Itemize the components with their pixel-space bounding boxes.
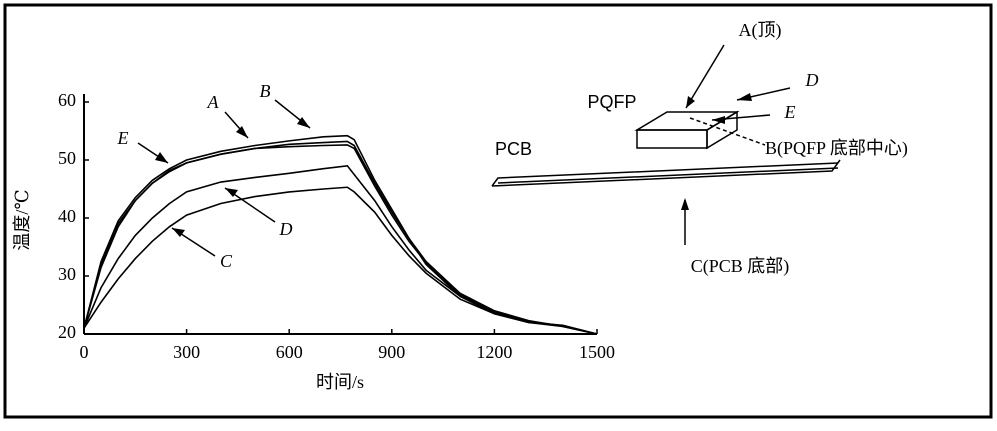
y-tick-label: 60: [58, 90, 76, 110]
arrow-heads: [155, 117, 310, 237]
y-tick-label: 20: [58, 322, 76, 342]
diagram-label: E: [784, 102, 796, 122]
frame: [3, 3, 993, 419]
diagram-label: D: [805, 70, 819, 90]
series-line: [83, 144, 598, 335]
x-tick-label: 0: [80, 342, 89, 362]
x-tick-label: 300: [173, 342, 200, 362]
diagram-label: C(PCB 底部): [691, 256, 790, 277]
series-line: [83, 186, 598, 335]
x-axis-label: 时间/s: [316, 372, 364, 392]
x-tick-label: 900: [378, 342, 405, 362]
x-tick-label: 600: [276, 342, 303, 362]
diagram-arrow-heads: [681, 93, 752, 210]
y-axis-label: 温度/℃: [12, 189, 32, 250]
curve-label: D: [279, 219, 293, 239]
series-line: [83, 164, 598, 335]
curve-label: C: [220, 251, 233, 271]
diagram-label: PCB: [495, 139, 532, 159]
y-tick-label: 30: [58, 264, 76, 284]
series-line: [83, 140, 598, 335]
x-tick-label: 1200: [476, 342, 512, 362]
y-tick-label: 50: [58, 148, 76, 168]
curve-label: A: [207, 92, 220, 112]
diagram-label: A(顶): [739, 20, 782, 41]
curve-label: B: [260, 81, 271, 101]
x-tick-label: 1500: [579, 342, 615, 362]
diagram-label: PQFP: [587, 92, 636, 112]
curve-label: E: [117, 128, 129, 148]
y-tick-label: 40: [58, 206, 76, 226]
diagram-label: B(PQFP 底部中心): [765, 138, 908, 159]
diagram-shapes: [491, 44, 841, 245]
